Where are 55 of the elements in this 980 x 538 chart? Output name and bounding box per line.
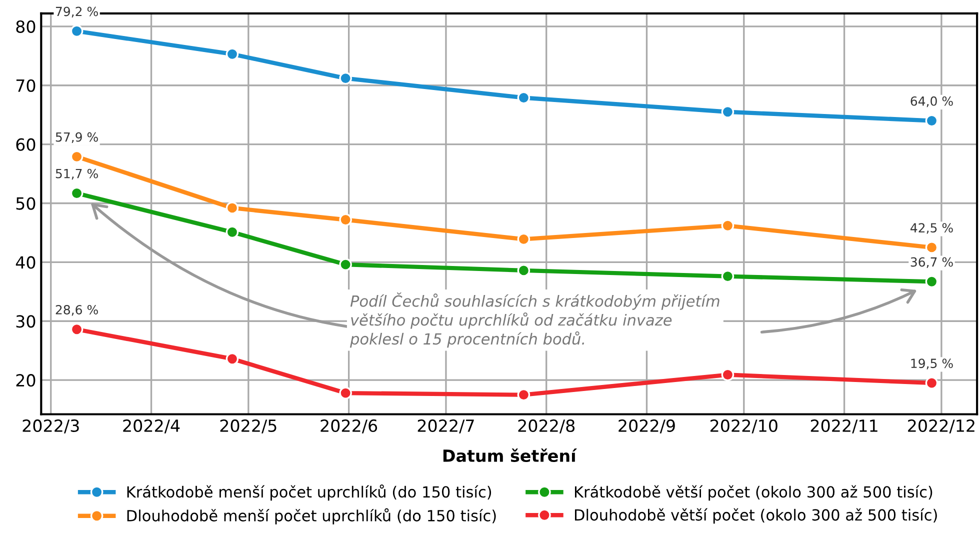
data-label: 57,9 % (56, 132, 98, 144)
data-label: 36,7 % (910, 257, 953, 268)
y-tick-label: 70 (16, 79, 36, 92)
x-tick-label: 2022/11 (810, 419, 878, 434)
point (721, 368, 734, 382)
point (721, 270, 734, 283)
y-tick-label: 80 (16, 20, 36, 33)
data-label: 64,0 % (910, 96, 953, 108)
point (517, 264, 530, 277)
y-tick-label: 60 (16, 138, 36, 151)
data-label: 79,2 % (56, 6, 98, 18)
legend-label: Dlouhodobě větší počet (okolo 300 až 500 tisíc) (574, 508, 937, 524)
point (70, 186, 84, 200)
x-tick-label: 2022/10 (710, 419, 778, 434)
point (339, 386, 352, 400)
point (925, 114, 938, 128)
point (339, 258, 352, 271)
point (925, 275, 938, 288)
point (925, 376, 938, 390)
x-tick-label: 2022/9 (618, 419, 675, 434)
point (721, 105, 734, 118)
data-label: 51,7 % (56, 168, 98, 180)
point (226, 226, 239, 239)
annotation: Podíl Čechů souhlasících s krátkodobým přijetím většího počtu uprchlíků od začátku invaze poklesl o 15 procentních bodů. (350, 292, 720, 348)
point (517, 388, 530, 402)
x-tick-label: 2022/7 (418, 419, 474, 434)
y-tick-label: 30 (16, 315, 36, 328)
x-tick-label: 2022/4 (123, 419, 180, 434)
point (339, 72, 352, 85)
data-label: 42,5 % (910, 223, 953, 234)
point (226, 352, 239, 366)
point (517, 232, 530, 246)
x-axis-title: Datum šetření (443, 448, 578, 462)
x-tick-label: 2022/12 (908, 419, 974, 434)
point (70, 24, 84, 38)
y-tick-label: 40 (16, 256, 36, 269)
point (339, 213, 352, 226)
point (70, 322, 84, 336)
data-label: 28,6 % (56, 305, 98, 316)
x-tick-label: 2022/3 (22, 419, 79, 434)
legend-label: Krátkodobě menší počet uprchlíků (do 150 tisíc) (127, 484, 492, 501)
point (925, 241, 938, 254)
x-tick-label: 2022/5 (220, 419, 276, 434)
legend-label: Krátkodobě větší počet (okolo 300 až 500 tisíc) (574, 485, 932, 501)
point (226, 202, 239, 214)
y-tick-label: 20 (16, 374, 36, 387)
point (70, 150, 84, 164)
point (226, 48, 239, 61)
legend-label: Dlouhodobě menší počet uprchlíků (do 150 tisíc) (127, 508, 496, 524)
x-tick-label: 2022/8 (518, 419, 575, 434)
y-tick-label: 50 (16, 197, 36, 210)
x-tick-label: 2022/6 (320, 419, 378, 434)
data-label: 19,5 % (911, 358, 953, 370)
point (721, 219, 734, 232)
point (517, 91, 530, 104)
